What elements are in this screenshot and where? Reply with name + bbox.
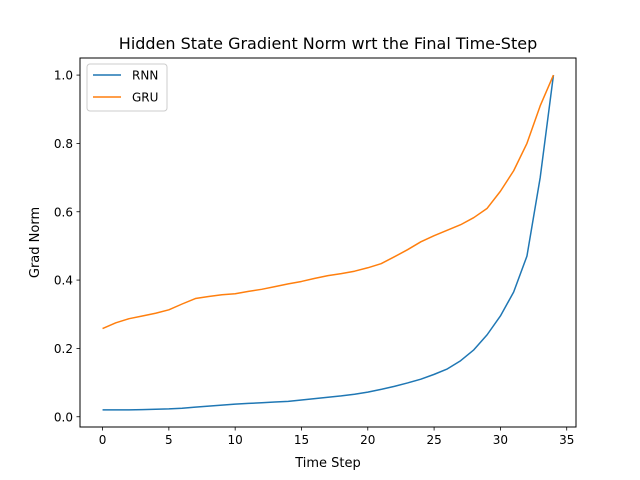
axes-frame bbox=[79, 57, 577, 428]
x-tick-label: 5 bbox=[165, 433, 173, 447]
x-tick-label: 35 bbox=[559, 433, 574, 447]
chart-title: Hidden State Gradient Norm wrt the Final… bbox=[119, 34, 537, 53]
y-tick-label: 0.4 bbox=[54, 274, 73, 288]
ticks-layer: 0 5 10 15 20 25 30 35 0.0 0.2 0.4 0.6 0.8 1.0 bbox=[54, 69, 574, 447]
x-tick-label: 10 bbox=[228, 433, 243, 447]
x-tick-label: 15 bbox=[294, 433, 309, 447]
y-tick-label: 1.0 bbox=[54, 69, 73, 83]
x-tick-label: 25 bbox=[426, 433, 441, 447]
y-tick-label: 0.8 bbox=[54, 137, 73, 151]
legend-label-gru: GRU bbox=[132, 91, 158, 105]
series-line-gru bbox=[102, 74, 555, 330]
legend: RNN GRU bbox=[86, 63, 168, 112]
legend-label-rnn: RNN bbox=[132, 69, 158, 83]
y-tick-label: 0.6 bbox=[54, 205, 73, 219]
x-tick-label: 20 bbox=[360, 433, 375, 447]
y-tick-label: 0.0 bbox=[54, 410, 73, 424]
x-tick-label: 30 bbox=[493, 433, 508, 447]
y-tick-label: 0.2 bbox=[54, 342, 73, 356]
y-axis-label: Grad Norm bbox=[28, 207, 43, 278]
x-axis-label: Time Step bbox=[294, 456, 361, 471]
x-tick-label: 0 bbox=[99, 433, 107, 447]
series-layer bbox=[102, 74, 555, 411]
series-line-rnn bbox=[102, 74, 555, 411]
